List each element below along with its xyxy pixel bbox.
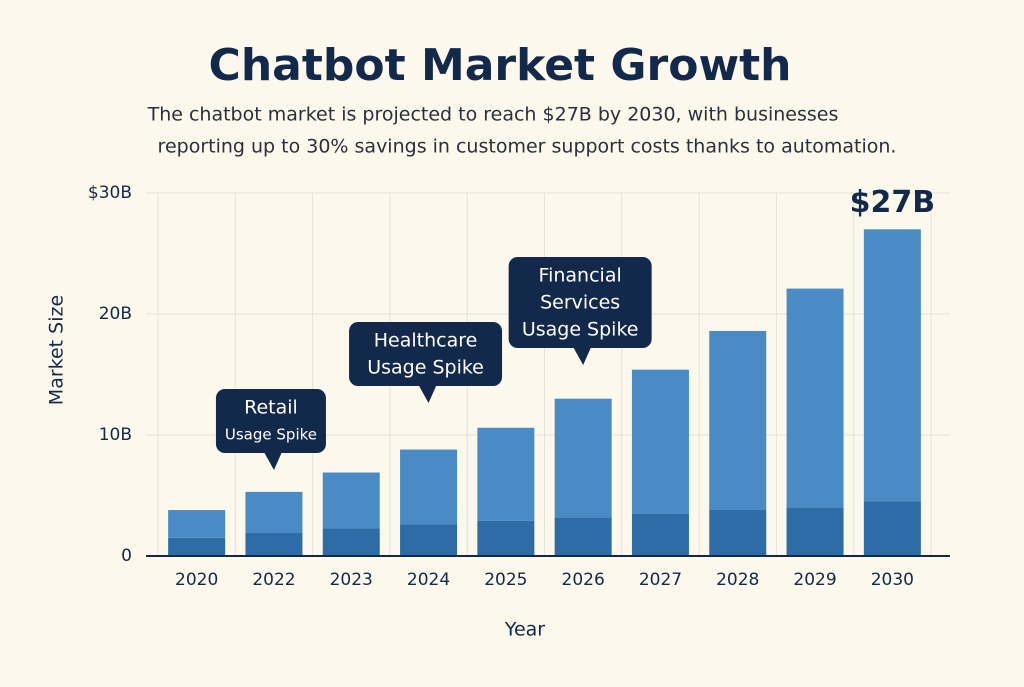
callout-text: Usage Spike bbox=[367, 357, 484, 379]
value-label: $27B bbox=[850, 185, 936, 220]
x-tick-label: 2027 bbox=[639, 570, 682, 590]
callout-text: Healthcare bbox=[374, 330, 478, 352]
bar-segment bbox=[863, 501, 921, 556]
chart-title: Chatbot Market Growth bbox=[209, 40, 792, 91]
bar-segment bbox=[400, 449, 458, 525]
bar-segment bbox=[631, 369, 689, 514]
callout-box bbox=[349, 322, 503, 386]
x-axis-label: Year bbox=[504, 619, 545, 641]
y-tick-label: 0 bbox=[121, 546, 132, 566]
callout-box bbox=[508, 257, 652, 348]
bar-segment bbox=[400, 524, 458, 556]
bar-segment bbox=[786, 507, 844, 556]
callout-text: Usage Spike bbox=[225, 426, 317, 444]
callout-pointer bbox=[418, 385, 437, 403]
bar-segment bbox=[863, 229, 921, 502]
y-tick-label: $30B bbox=[88, 183, 132, 203]
callout-pointer bbox=[573, 347, 592, 365]
subtitle: The chatbot market is projected to reach… bbox=[147, 104, 839, 126]
bar-segment bbox=[554, 398, 612, 518]
bar-segment bbox=[554, 517, 612, 556]
bar-segment bbox=[477, 520, 535, 556]
y-tick-label: 20B bbox=[99, 304, 132, 324]
bar-segment bbox=[709, 510, 767, 556]
bar-segment bbox=[477, 427, 535, 521]
bar-segment bbox=[168, 510, 226, 538]
x-tick-label: 2025 bbox=[484, 570, 527, 590]
bar-segment bbox=[322, 528, 380, 556]
callout-box bbox=[215, 389, 326, 453]
bar-segment bbox=[786, 288, 844, 508]
subtitle: reporting up to 30% savings in customer … bbox=[158, 136, 897, 158]
callout-text: Financial bbox=[539, 265, 622, 287]
callout-text: Services bbox=[540, 292, 620, 314]
x-tick-label: 2022 bbox=[252, 570, 295, 590]
x-tick-label: 2030 bbox=[871, 570, 914, 590]
callout-pointer bbox=[263, 452, 282, 470]
x-tick-label: 2020 bbox=[175, 570, 218, 590]
bar-segment bbox=[631, 513, 689, 556]
y-tick-label: 10B bbox=[99, 425, 132, 445]
x-tick-label: 2023 bbox=[330, 570, 373, 590]
x-tick-label: 2026 bbox=[562, 570, 605, 590]
bar-segment bbox=[168, 537, 226, 556]
bar-segment bbox=[709, 330, 767, 511]
x-tick-label: 2029 bbox=[793, 570, 836, 590]
callout-text: Usage Spike bbox=[522, 319, 639, 341]
x-tick-label: 2024 bbox=[407, 570, 450, 590]
bar-segment bbox=[245, 491, 303, 534]
bar-segment bbox=[322, 472, 380, 529]
bar-segment bbox=[245, 533, 303, 556]
y-axis-label: Market Size bbox=[46, 295, 68, 405]
x-tick-label: 2028 bbox=[716, 570, 759, 590]
callout-text: Retail bbox=[244, 397, 298, 419]
